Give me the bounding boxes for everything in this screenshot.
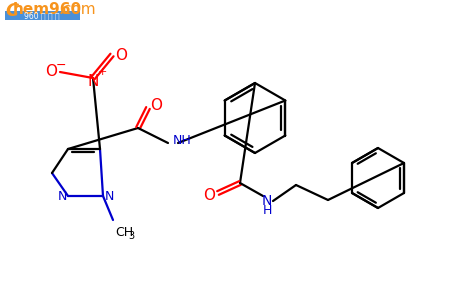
Text: H: H <box>262 205 272 217</box>
Text: O: O <box>45 64 57 79</box>
Bar <box>5 11 80 20</box>
Text: CH: CH <box>115 226 133 239</box>
Text: NH: NH <box>173 134 192 147</box>
Text: N: N <box>262 194 272 208</box>
Text: O: O <box>203 188 215 202</box>
Text: N: N <box>104 190 114 202</box>
Text: N: N <box>87 74 99 89</box>
Text: O: O <box>115 47 127 62</box>
Text: N: N <box>57 190 67 202</box>
Text: C: C <box>5 2 18 20</box>
Text: 3: 3 <box>128 231 134 241</box>
Text: O: O <box>150 98 162 113</box>
Text: 960 化 工 网: 960 化 工 网 <box>24 11 60 20</box>
Text: .com: .com <box>58 2 96 17</box>
Text: −: − <box>56 59 66 71</box>
Text: hem960: hem960 <box>13 2 82 17</box>
Text: +: + <box>97 67 107 77</box>
